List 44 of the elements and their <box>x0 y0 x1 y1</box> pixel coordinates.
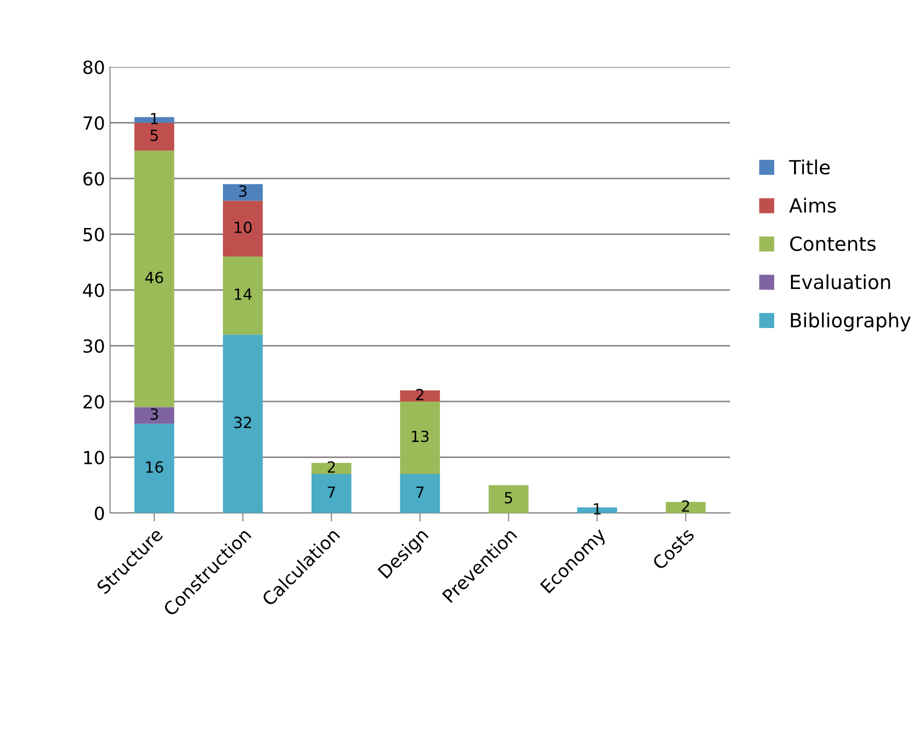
bar <box>134 122 174 151</box>
data-label: 5 <box>504 492 512 504</box>
legend-label: Contents <box>790 236 876 252</box>
data-label: 5 <box>150 130 158 142</box>
y-tick-label: 80 <box>83 60 104 74</box>
bar <box>222 200 263 257</box>
legend-label: Evaluation <box>790 274 890 290</box>
bar <box>400 474 440 513</box>
bar <box>134 150 174 408</box>
data-label: 32 <box>234 416 252 428</box>
data-label: 2 <box>682 500 690 512</box>
bar <box>312 462 352 474</box>
bar <box>400 402 440 474</box>
y-tick-label: 70 <box>84 116 104 130</box>
bar <box>134 407 174 424</box>
data-label: 16 <box>146 461 164 473</box>
bar <box>222 334 263 513</box>
y-tick-label: 40 <box>83 283 104 298</box>
bar <box>400 390 440 402</box>
data-label: 14 <box>234 288 252 300</box>
data-label: 10 <box>234 222 252 234</box>
bar <box>134 424 174 513</box>
y-tick-label: 20 <box>83 394 104 409</box>
y-tick-label: 60 <box>83 172 104 186</box>
legend-label: Bibliography <box>790 312 911 332</box>
data-label: 13 <box>412 430 428 442</box>
data-label: 3 <box>150 408 158 420</box>
bar <box>222 184 263 201</box>
data-label: 3 <box>239 185 246 197</box>
bar <box>488 485 528 513</box>
legend-label: Aims <box>789 198 836 213</box>
bar <box>222 256 263 335</box>
data-label: 7 <box>416 486 424 498</box>
y-tick-label: 10 <box>84 450 104 464</box>
data-label: 46 <box>145 272 164 284</box>
data-label: 2 <box>416 388 424 400</box>
bar <box>666 502 706 513</box>
y-tick-label: 50 <box>84 228 104 242</box>
bar <box>312 474 352 513</box>
y-tick-label: 0 <box>94 506 104 520</box>
data-label: 7 <box>328 486 335 498</box>
data-label: 2 <box>328 461 335 473</box>
legend-label: Title <box>789 159 830 175</box>
y-tick-label: 30 <box>84 339 104 353</box>
